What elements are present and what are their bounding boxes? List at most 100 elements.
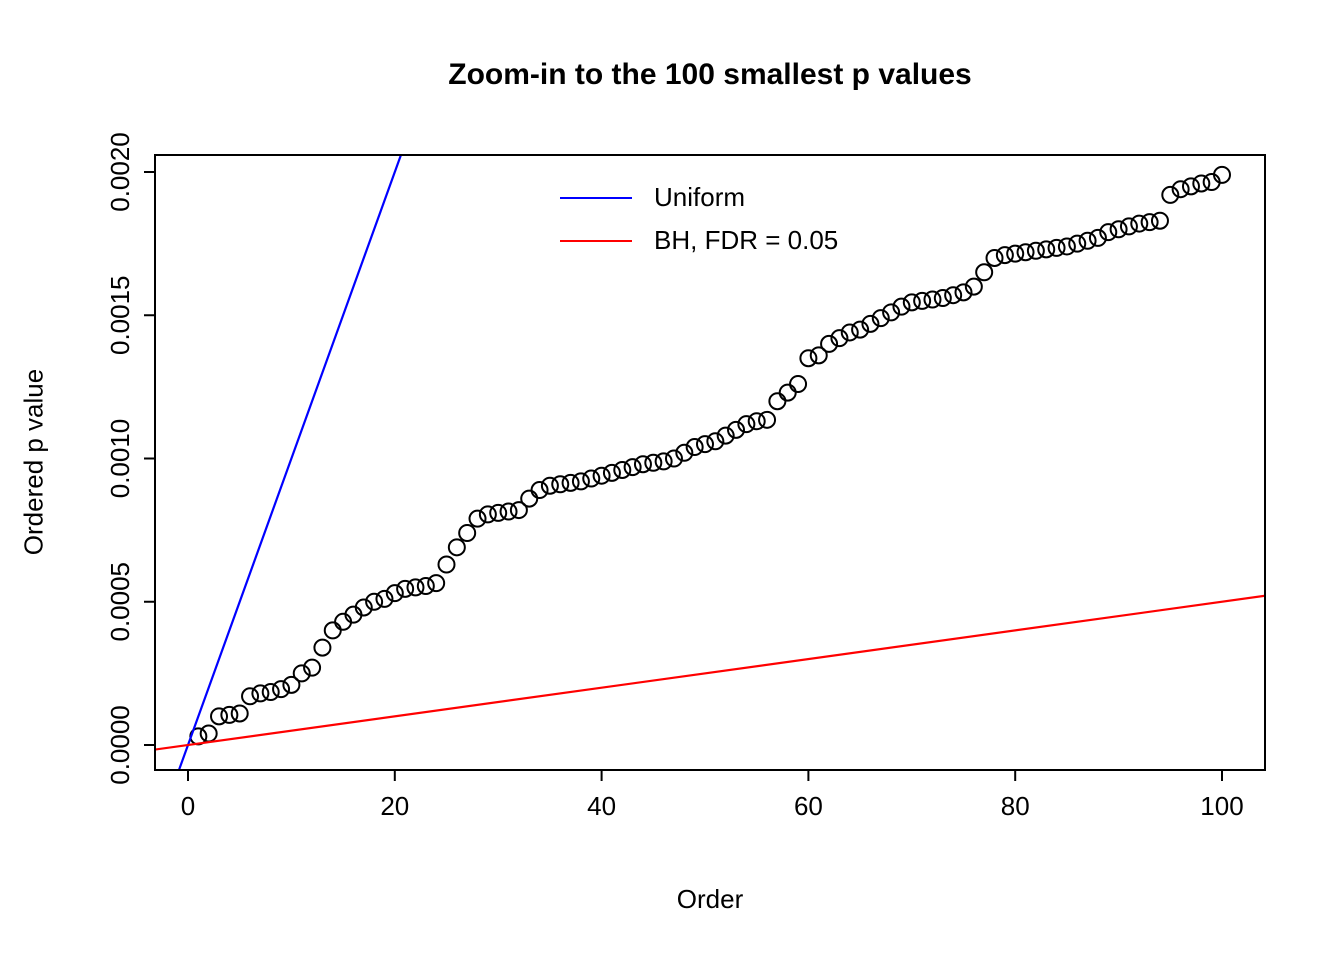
p-value-point [727,420,746,439]
p-value-point [592,466,611,485]
p-value-point [571,472,590,491]
p-value-point [954,283,973,302]
p-value-point [685,438,704,457]
x-tick-label: 20 [380,791,409,821]
p-value-point [313,638,332,657]
p-value-point [913,291,932,310]
p-value-point [561,473,580,492]
p-value-point [1171,180,1190,199]
scatter-points [189,165,1231,746]
p-value-point [768,392,787,411]
p-value-point [427,574,446,593]
p-value-point [303,658,322,677]
p-value-point [1047,238,1066,257]
p-value-point [365,592,384,611]
p-value-point [582,469,601,488]
p-value-point [210,707,229,726]
p-value-point [1150,211,1169,230]
p-value-point [644,453,663,472]
p-value-point [975,263,994,282]
p-value-point [675,443,694,462]
legend-line-swatch [560,239,632,242]
p-value-point [354,598,373,617]
legend-label: BH, FDR = 0.05 [654,225,839,255]
p-value-point [758,410,777,429]
p-value-point [292,664,311,683]
p-value-point [458,523,477,542]
reference-line [155,594,1265,751]
p-value-point [851,320,870,339]
p-value-point [261,682,280,701]
p-value-point [778,383,797,402]
chart-title: Zoom-in to the 100 smallest p values [448,58,972,91]
p-value-point [1006,244,1025,263]
legend-label: Uniform [654,182,746,212]
p-value-point [489,503,508,522]
p-value-point [995,246,1014,265]
p-value-point [1016,243,1035,262]
p-value-point [241,687,260,706]
p-value-point [396,579,415,598]
p-value-point [1130,214,1149,233]
x-tick-label: 60 [794,791,823,821]
p-value-point [1119,217,1138,236]
p-value-point [1088,228,1107,247]
x-tick-label: 40 [587,791,616,821]
p-value-point [1192,174,1211,193]
p-value-point [664,449,683,468]
p-value-point [1099,223,1118,242]
p-value-point [820,334,839,353]
p-value-point [882,303,901,322]
p-value-point [892,297,911,316]
p-value-point [840,323,859,342]
legend-item: Uniform [560,176,838,219]
p-value-point [623,458,642,477]
p-value-point [230,704,249,723]
p-value-point [633,455,652,474]
p-value-point [1078,231,1097,250]
p-value-point [716,426,735,445]
p-value-point [696,435,714,454]
y-tick-label: 0.0015 [105,275,135,355]
p-value-point [789,375,808,394]
p-value-point [861,314,880,333]
p-value-point [809,346,828,365]
p-value-point [613,460,632,479]
x-axis-label: Order [676,884,744,914]
p-value-point [933,289,952,308]
reference-lines [155,155,1265,770]
legend: Uniform BH, FDR = 0.05 [560,176,838,262]
p-value-point [871,309,890,328]
p-value-point [282,675,301,694]
x-tick-label: 80 [1001,791,1030,821]
y-tick-label: 0.0005 [105,562,135,642]
p-value-point [1213,165,1231,184]
p-value-point [1068,234,1087,253]
p-value-point [416,576,435,595]
p-value-point [1109,220,1128,239]
p-value-point [323,621,342,640]
p-value-point [1057,237,1076,256]
p-value-point [499,502,518,521]
p-value-point [375,589,394,608]
p-value-point [406,578,425,597]
p-value-point [737,415,756,434]
reference-line [177,155,403,770]
p-value-point [272,680,291,699]
p-value-point [654,452,673,471]
p-value-point [437,555,456,574]
p-value-point [251,684,270,703]
p-value-point [706,432,725,451]
p-value-point [540,476,559,495]
x-tick-label: 0 [181,791,195,821]
p-value-point [199,724,218,743]
p-value-point [1161,185,1180,204]
p-value-point [385,584,404,603]
p-value-point [902,293,921,312]
p-value-point [964,277,983,296]
p-value-point [985,248,1004,267]
p-value-point [509,501,528,520]
p-value-point [799,349,818,368]
